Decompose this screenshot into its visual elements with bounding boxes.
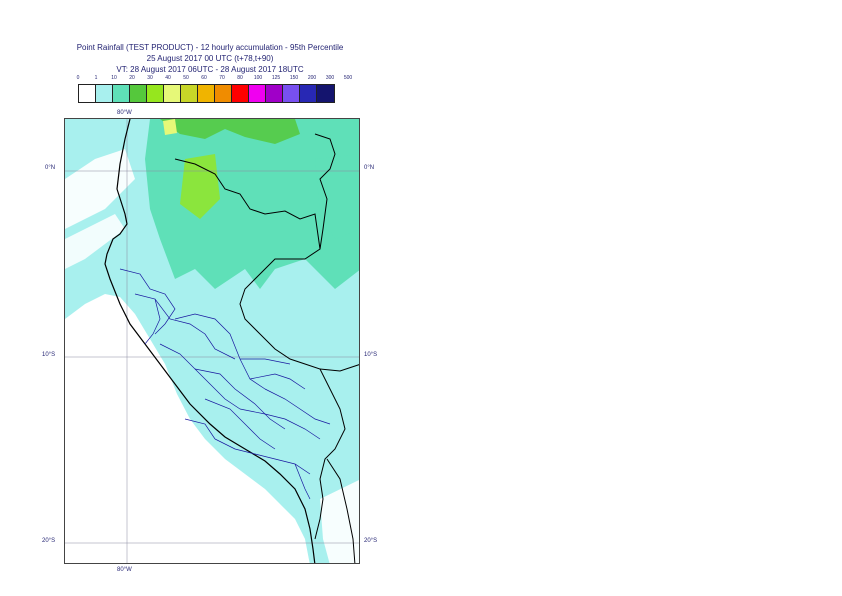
legend-label: 0 — [76, 75, 80, 81]
legend-swatch — [232, 85, 249, 102]
legend-label: 1 — [94, 75, 98, 81]
map-title: Point Rainfall (TEST PRODUCT) - 12 hourl… — [76, 43, 344, 52]
legend-label: 10 — [111, 75, 117, 81]
legend-label: 70 — [219, 75, 225, 81]
country-border — [174, 158, 346, 540]
lon-label-top: 80°W — [117, 110, 132, 116]
legend-swatch — [147, 85, 164, 102]
legend-swatch — [113, 85, 130, 102]
legend-label: 40 — [165, 75, 171, 81]
legend-swatch — [215, 85, 232, 102]
legend-label: 50 — [183, 75, 189, 81]
legend-swatch — [300, 85, 317, 102]
legend-swatch — [317, 85, 334, 102]
lat-label-right-20s: 20°S — [364, 538, 378, 544]
rain-40-50-patch — [163, 119, 177, 135]
legend-label: 500 — [343, 75, 353, 81]
lat-label-left-10s: 10°S — [42, 352, 56, 358]
rain-20-30-region — [160, 119, 300, 144]
legend-label: 80 — [237, 75, 243, 81]
legend-swatch — [181, 85, 198, 102]
lat-label-left-20s: 20°S — [42, 538, 56, 544]
legend-label: 300 — [325, 75, 335, 81]
legend-label: 30 — [147, 75, 153, 81]
dry-band-2 — [65, 214, 125, 269]
dry-strip — [205, 519, 250, 563]
lon-label-bottom: 80°W — [117, 567, 132, 573]
legend-swatch — [198, 85, 215, 102]
legend-swatch — [249, 85, 266, 102]
legend-swatch — [96, 85, 113, 102]
dry-ocean-region — [65, 294, 310, 563]
color-legend — [78, 84, 335, 103]
rainfall-map — [64, 118, 360, 564]
country-border-south — [326, 458, 356, 563]
dry-band-1 — [65, 149, 135, 229]
lat-label-right-10s: 10°S — [364, 352, 378, 358]
legend-swatch — [164, 85, 181, 102]
legend-swatch — [266, 85, 283, 102]
country-border-north — [314, 133, 336, 250]
run-time: 25 August 2017 00 UTC (t+78,t+90) — [146, 54, 274, 63]
legend-swatch — [79, 85, 96, 102]
country-border-east — [319, 364, 359, 372]
lat-label-right-0: 0°N — [364, 165, 375, 171]
legend-label: 100 — [253, 75, 263, 81]
legend-label: 20 — [129, 75, 135, 81]
legend-label: 150 — [289, 75, 299, 81]
regional-boundaries — [119, 268, 331, 500]
rain-east-patch — [315, 154, 359, 239]
lat-label-left-0: 0°N — [45, 165, 56, 171]
legend-label: 60 — [201, 75, 207, 81]
legend-swatch — [283, 85, 300, 102]
legend-swatch — [130, 85, 147, 102]
rainfall-map-svg — [65, 119, 359, 563]
legend-label: 125 — [271, 75, 281, 81]
dry-southeast — [320, 479, 359, 563]
rain-30-40-patch — [180, 154, 220, 219]
valid-time: VT: 28 August 2017 06UTC - 28 August 201… — [116, 65, 304, 74]
legend-label: 200 — [307, 75, 317, 81]
